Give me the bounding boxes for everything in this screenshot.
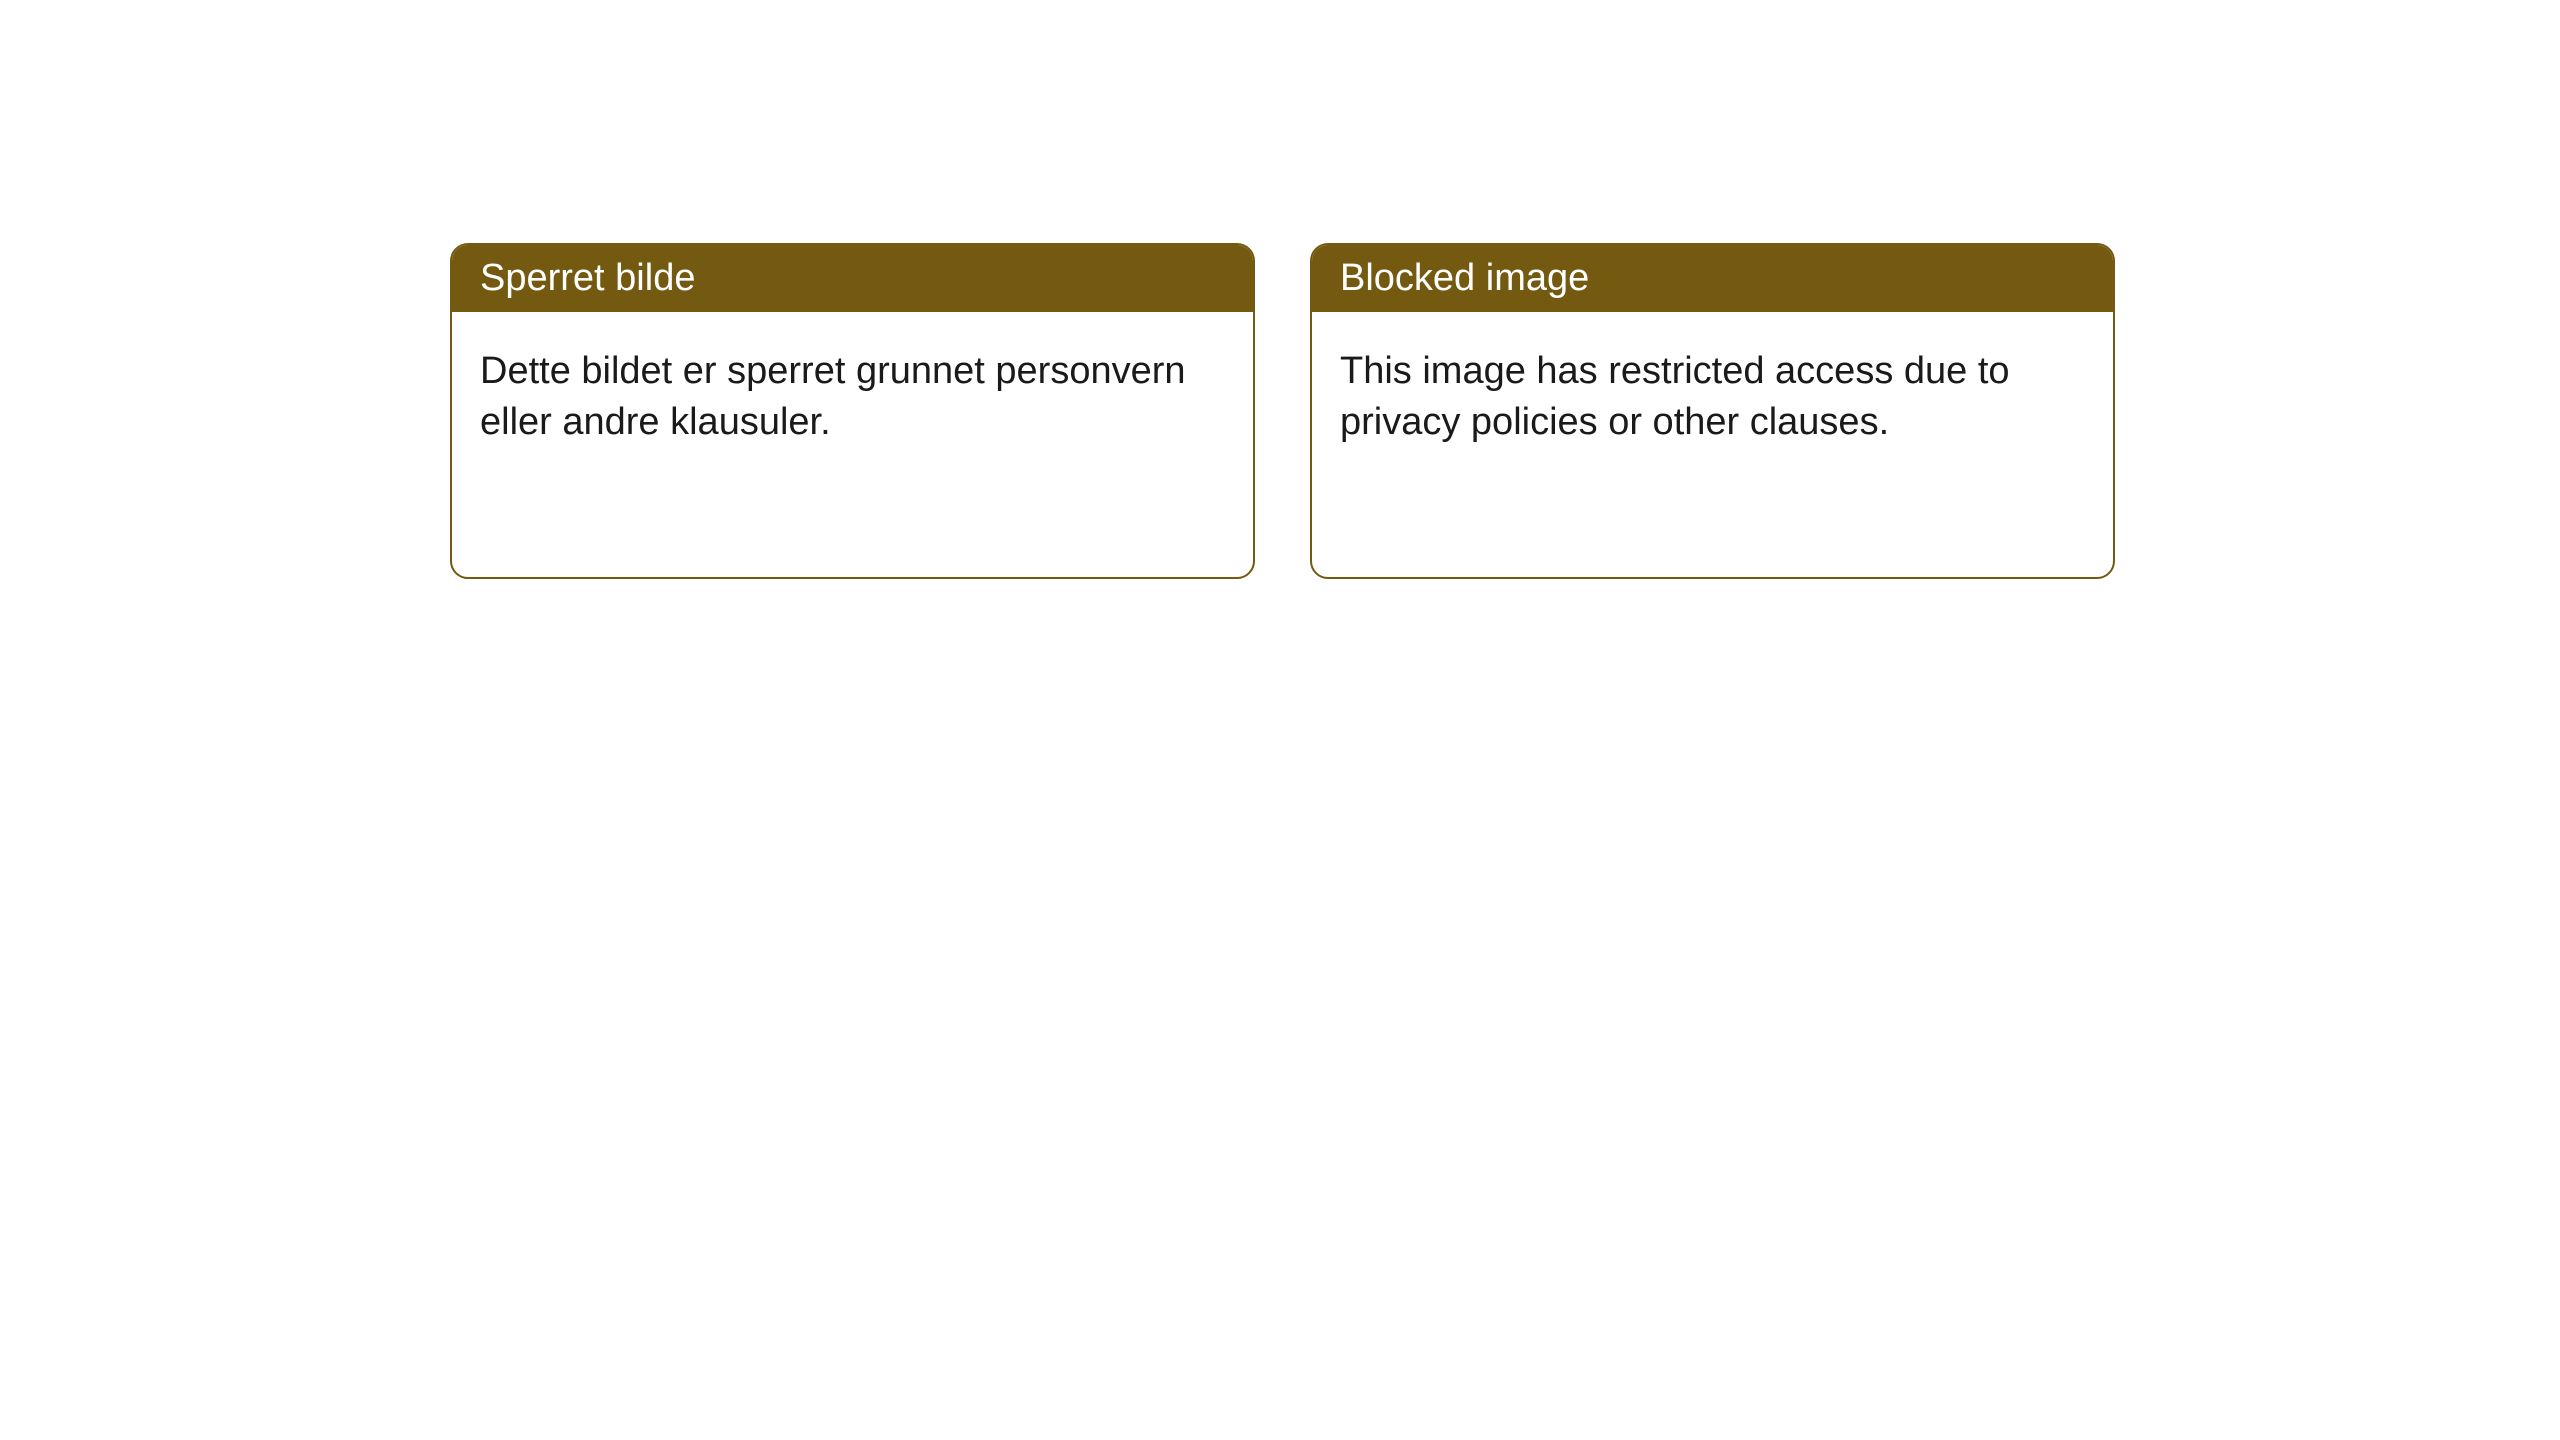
notice-title: Sperret bilde: [480, 257, 695, 299]
notice-text: This image has restricted access due to …: [1340, 350, 2010, 443]
notice-header-english: Blocked image: [1312, 245, 2113, 312]
notice-card-english: Blocked image This image has restricted …: [1310, 243, 2115, 579]
notice-header-norwegian: Sperret bilde: [452, 245, 1253, 312]
notice-body-norwegian: Dette bildet er sperret grunnet personve…: [452, 312, 1253, 483]
notice-body-english: This image has restricted access due to …: [1312, 312, 2113, 483]
notice-text: Dette bildet er sperret grunnet personve…: [480, 350, 1186, 443]
notice-title: Blocked image: [1340, 257, 1589, 299]
notice-container: Sperret bilde Dette bildet er sperret gr…: [0, 0, 2560, 579]
notice-card-norwegian: Sperret bilde Dette bildet er sperret gr…: [450, 243, 1255, 579]
